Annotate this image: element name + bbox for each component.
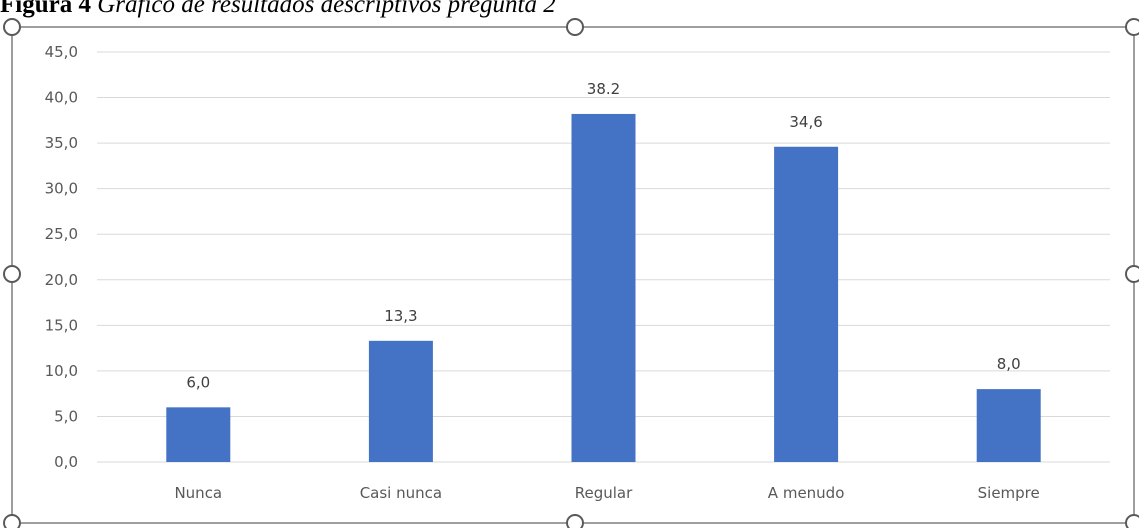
bar bbox=[774, 146, 839, 462]
resize-handle[interactable] bbox=[566, 18, 584, 36]
category-label: A menudo bbox=[768, 484, 845, 502]
x-axis-categories: Nunca Casi nunca Regular A menudo Siempre bbox=[174, 484, 1039, 502]
resize-handle[interactable] bbox=[3, 265, 21, 283]
y-tick-label: 15,0 bbox=[45, 316, 78, 334]
y-tick-label: 30,0 bbox=[45, 180, 78, 198]
resize-handle[interactable] bbox=[3, 514, 21, 528]
category-label: Siempre bbox=[978, 484, 1040, 502]
figure-number: Figura 4 bbox=[0, 0, 91, 18]
y-tick-label: 0,0 bbox=[54, 453, 78, 471]
data-label: 6,0 bbox=[186, 373, 210, 391]
figure-caption: Figura 4 Gráfico de resultados descripti… bbox=[0, 0, 556, 21]
y-tick-label: 45,0 bbox=[45, 43, 78, 61]
figure-title: Gráfico de resultados descriptivos pregu… bbox=[91, 0, 556, 18]
bar bbox=[368, 340, 433, 462]
category-label: Nunca bbox=[174, 484, 222, 502]
y-axis-ticks: 0,0 5,0 10,0 15,0 20,0 25,0 30,0 35,0 40,0 45,0 bbox=[45, 43, 78, 471]
data-label: 34,6 bbox=[789, 113, 822, 131]
y-tick-label: 25,0 bbox=[45, 225, 78, 243]
y-tick-label: 5,0 bbox=[54, 407, 78, 425]
data-label: 13,3 bbox=[384, 307, 417, 325]
resize-handle[interactable] bbox=[3, 18, 21, 36]
bar bbox=[571, 113, 636, 462]
resize-handle[interactable] bbox=[566, 514, 584, 528]
y-tick-label: 10,0 bbox=[45, 362, 78, 380]
resize-handle[interactable] bbox=[1125, 514, 1139, 528]
resize-handle[interactable] bbox=[1125, 18, 1139, 36]
figure-title-text: Gráfico de resultados descriptivos pregu… bbox=[97, 0, 556, 18]
data-labels: 6,0 13,3 38.2 34,6 8,0 bbox=[186, 80, 1020, 391]
bar bbox=[166, 407, 231, 462]
category-label: Regular bbox=[575, 484, 633, 502]
data-label: 38.2 bbox=[587, 80, 620, 98]
bar bbox=[976, 389, 1041, 462]
bars bbox=[166, 113, 1041, 462]
data-label: 8,0 bbox=[997, 355, 1021, 373]
y-tick-label: 35,0 bbox=[45, 134, 78, 152]
y-tick-label: 20,0 bbox=[45, 271, 78, 289]
category-label: Casi nunca bbox=[360, 484, 442, 502]
resize-handle[interactable] bbox=[1125, 265, 1139, 283]
y-tick-label: 40,0 bbox=[45, 89, 78, 107]
resize-handles[interactable] bbox=[3, 18, 1139, 528]
